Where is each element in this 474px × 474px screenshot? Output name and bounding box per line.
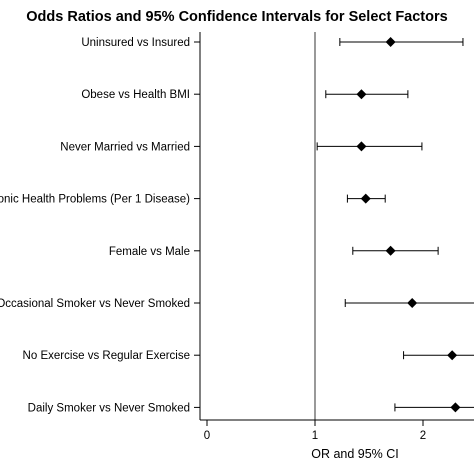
or-point xyxy=(407,298,418,308)
or-point xyxy=(360,193,371,204)
category-label: Never Married vs Married xyxy=(60,141,190,153)
category-label: Chronic Health Problems (Per 1 Disease) xyxy=(0,194,190,206)
or-point xyxy=(385,245,396,256)
category-label: No Exercise vs Regular Exercise xyxy=(23,350,190,362)
x-tick-label: 0 xyxy=(204,430,210,442)
category-label: Female vs Male xyxy=(109,246,190,258)
x-axis-label: OR and 95% CI xyxy=(311,447,399,461)
or-point xyxy=(447,350,458,361)
category-label: Occasional Smoker vs Never Smoked xyxy=(0,298,190,310)
plot-area: 0 1 2 Uninsured vs Insured Obese vs Health B… xyxy=(0,32,474,442)
or-point xyxy=(356,141,367,152)
x-tick-label: 2 xyxy=(420,430,426,442)
or-point xyxy=(450,402,461,413)
category-label: Obese vs Health BMI xyxy=(81,89,190,101)
category-label: Daily Smoker vs Never Smoked xyxy=(28,402,190,414)
category-label: Uninsured vs Insured xyxy=(81,37,190,49)
or-point xyxy=(356,89,367,100)
chart-title: Odds Ratios and 95% Confidence Intervals… xyxy=(26,9,447,25)
or-point xyxy=(385,37,396,47)
x-tick-label: 1 xyxy=(312,430,318,442)
